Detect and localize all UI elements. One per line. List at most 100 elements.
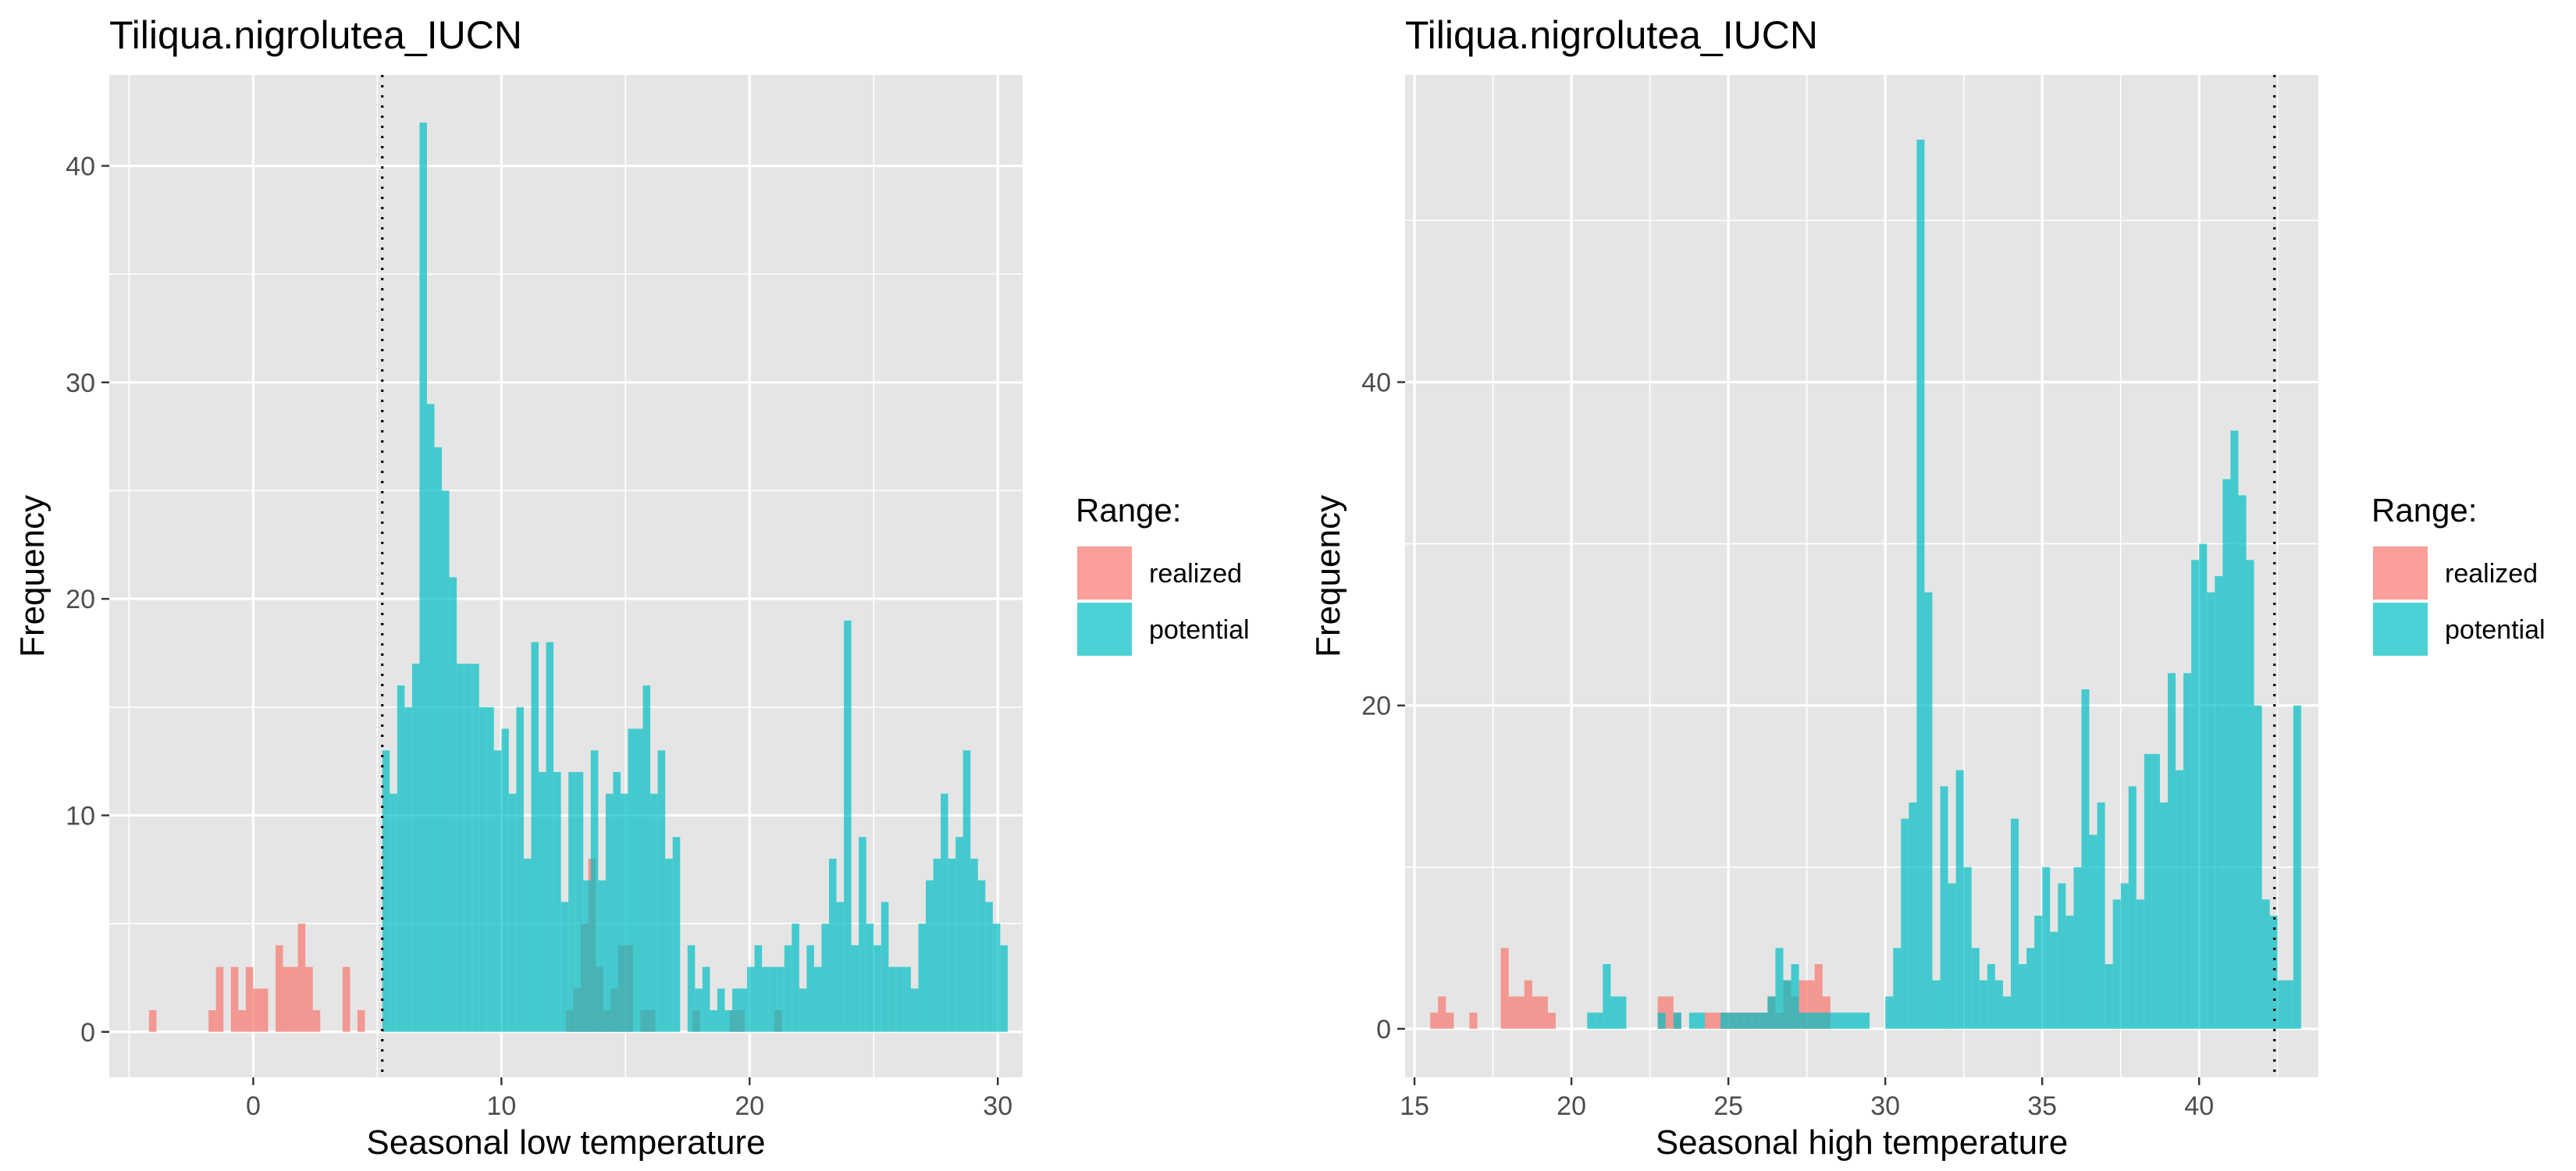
bar-realized bbox=[1516, 996, 1525, 1029]
y-tick-label: 20 bbox=[66, 585, 95, 614]
bar-potential bbox=[479, 707, 487, 1032]
bar-potential bbox=[1987, 964, 1995, 1029]
bar-potential bbox=[2246, 560, 2254, 1029]
chart-title: Tiliqua.nigrolutea_IUCN bbox=[1405, 13, 1818, 57]
bar-potential bbox=[2199, 543, 2208, 1029]
bar-potential bbox=[583, 880, 591, 1032]
bar-realized bbox=[312, 1010, 321, 1032]
bar-potential bbox=[1783, 980, 1791, 1029]
bar-potential bbox=[769, 966, 777, 1032]
bar-potential bbox=[695, 988, 703, 1032]
bar-potential bbox=[2183, 673, 2192, 1029]
bar-potential bbox=[575, 771, 584, 1032]
x-tick-label: 15 bbox=[1400, 1091, 1429, 1121]
bar-potential bbox=[754, 945, 763, 1032]
x-axis-title: Seasonal low temperature bbox=[366, 1123, 765, 1162]
bar-potential bbox=[411, 664, 420, 1032]
y-axis-ticks: 0 10 20 30 40 bbox=[66, 151, 109, 1048]
bar-realized bbox=[1508, 996, 1517, 1029]
bar-potential bbox=[813, 966, 822, 1032]
bar-potential bbox=[1979, 980, 1987, 1029]
y-tick-label: 20 bbox=[1361, 692, 1391, 721]
bar-potential bbox=[1845, 1013, 1854, 1029]
bar-potential bbox=[1901, 818, 1909, 1029]
legend-label-realized: realized bbox=[2445, 559, 2538, 589]
bar-potential bbox=[710, 1010, 717, 1032]
bar-potential bbox=[799, 988, 807, 1032]
bar-potential bbox=[419, 123, 427, 1032]
bar-potential bbox=[687, 945, 696, 1032]
bar-potential bbox=[1814, 1013, 1823, 1029]
bar-potential bbox=[2128, 786, 2137, 1029]
bar-potential bbox=[1822, 1013, 1831, 1029]
bar-potential bbox=[985, 902, 993, 1032]
chart-seasonal-high: Tiliqua.nigrolutea_IUCN 15 20 25 30 35 40 0 20… bbox=[1309, 13, 2546, 1162]
bar-potential bbox=[2112, 899, 2121, 1029]
bar-realized bbox=[1469, 1013, 1478, 1029]
bar-potential bbox=[672, 837, 681, 1032]
bar-potential bbox=[2097, 802, 2105, 1029]
bar-potential bbox=[464, 664, 472, 1032]
bar-potential bbox=[1673, 1013, 1681, 1029]
bar-potential bbox=[1932, 980, 1941, 1029]
bar-potential bbox=[2105, 964, 2113, 1029]
bar-potential bbox=[1893, 948, 1902, 1029]
bar-potential bbox=[426, 404, 435, 1032]
bar-potential bbox=[531, 642, 539, 1032]
bar-potential bbox=[2144, 753, 2152, 1029]
legend-key-realized bbox=[2373, 546, 2428, 600]
bar-potential bbox=[1924, 592, 1933, 1029]
bar-potential bbox=[523, 858, 532, 1032]
bar-potential bbox=[1994, 980, 2003, 1029]
bar-realized bbox=[1532, 996, 1540, 1029]
bar-potential bbox=[784, 945, 792, 1032]
bar-potential bbox=[844, 620, 852, 1032]
bar-potential bbox=[724, 1010, 733, 1032]
y-tick-label: 40 bbox=[1361, 368, 1391, 397]
bar-potential bbox=[918, 924, 927, 1032]
bar-potential bbox=[1862, 1013, 1870, 1029]
bar-potential bbox=[2120, 883, 2129, 1029]
bar-potential bbox=[2050, 931, 2058, 1029]
bar-potential bbox=[449, 577, 457, 1032]
bar-potential bbox=[829, 858, 837, 1032]
bar-potential bbox=[2073, 867, 2082, 1029]
legend-key-potential bbox=[1077, 603, 1132, 656]
legend-title: Range: bbox=[2371, 492, 2477, 529]
bar-potential bbox=[2151, 753, 2160, 1029]
bar-potential bbox=[493, 750, 502, 1032]
bar-potential bbox=[2089, 835, 2097, 1029]
bar-realized bbox=[342, 966, 350, 1032]
bar-potential bbox=[1955, 770, 1964, 1029]
bar-potential bbox=[508, 793, 517, 1032]
bar-realized bbox=[238, 1010, 246, 1032]
bar-potential bbox=[1767, 996, 1776, 1029]
legend-title: Range: bbox=[1076, 492, 1181, 529]
bar-potential bbox=[665, 858, 673, 1032]
bar-potential bbox=[2238, 495, 2247, 1029]
bar-potential bbox=[1736, 1013, 1745, 1029]
bar-potential bbox=[1728, 1013, 1737, 1029]
bar-potential bbox=[888, 966, 896, 1032]
bar-potential bbox=[642, 685, 651, 1032]
bar-realized bbox=[1799, 980, 1807, 1029]
bar-potential bbox=[821, 924, 830, 1032]
bar-realized bbox=[283, 966, 291, 1032]
bar-potential bbox=[2230, 430, 2239, 1029]
bar-potential bbox=[382, 750, 390, 1032]
bar-potential bbox=[457, 664, 464, 1032]
bar-realized bbox=[1713, 1013, 1721, 1029]
bar-potential bbox=[747, 966, 755, 1032]
bar-potential bbox=[992, 924, 1001, 1032]
bar-potential bbox=[1799, 1013, 1807, 1029]
bar-realized bbox=[305, 966, 313, 1032]
bar-potential bbox=[471, 664, 479, 1032]
bar-potential bbox=[1791, 964, 1799, 1029]
bar-potential bbox=[977, 880, 986, 1032]
bar-potential bbox=[2277, 980, 2286, 1029]
bar-potential bbox=[1752, 1013, 1760, 1029]
bar-potential bbox=[2034, 915, 2043, 1029]
bar-potential bbox=[717, 988, 725, 1032]
bar-potential bbox=[1948, 883, 1956, 1029]
bar-potential bbox=[866, 924, 874, 1032]
